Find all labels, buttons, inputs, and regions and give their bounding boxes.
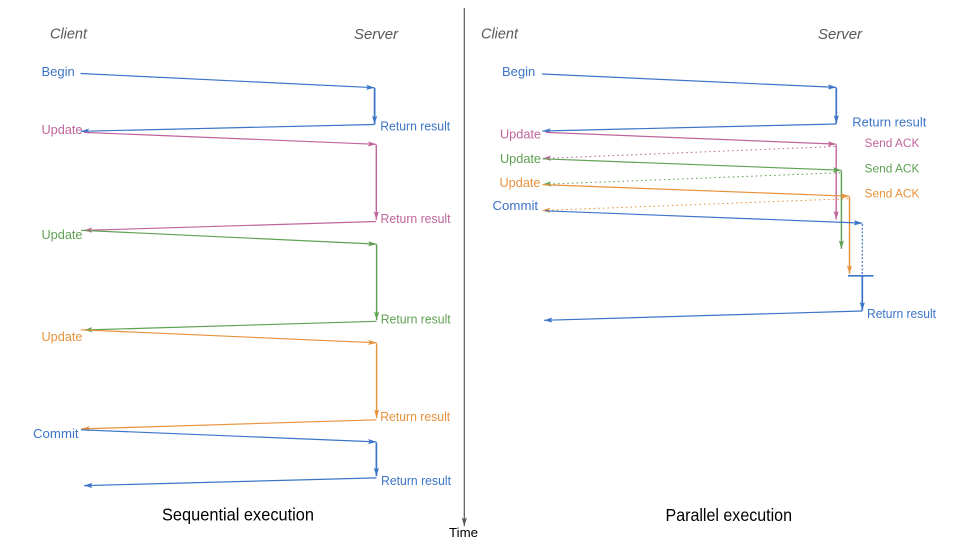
svg-text:Send ACK: Send ACK (865, 163, 920, 175)
svg-text:Send ACK: Send ACK (865, 138, 920, 150)
svg-text:Commit: Commit (33, 426, 79, 441)
svg-text:Return result: Return result (380, 119, 450, 134)
svg-text:Server: Server (818, 26, 863, 43)
svg-text:Return result: Return result (381, 473, 451, 488)
svg-text:Begin: Begin (502, 64, 535, 79)
svg-text:Update: Update (42, 122, 83, 137)
svg-text:Return result: Return result (852, 115, 926, 130)
svg-text:Update: Update (500, 175, 541, 190)
svg-text:Update: Update (42, 329, 83, 344)
svg-text:Commit: Commit (493, 198, 539, 213)
svg-text:Return result: Return result (380, 409, 450, 424)
svg-text:Client: Client (481, 26, 519, 43)
svg-text:Return result: Return result (867, 306, 936, 321)
svg-text:Time: Time (449, 525, 478, 540)
svg-text:Server: Server (354, 26, 399, 43)
svg-text:Update: Update (42, 227, 83, 242)
svg-text:Begin: Begin (42, 64, 75, 79)
svg-text:Client: Client (50, 26, 88, 43)
svg-text:Update: Update (500, 126, 541, 141)
svg-text:Sequential execution: Sequential execution (162, 505, 314, 525)
svg-text:Send ACK: Send ACK (865, 188, 920, 200)
svg-text:Update: Update (500, 151, 541, 166)
svg-text:Parallel execution: Parallel execution (666, 505, 793, 525)
svg-text:Return result: Return result (381, 312, 451, 327)
svg-text:Return result: Return result (381, 211, 451, 226)
